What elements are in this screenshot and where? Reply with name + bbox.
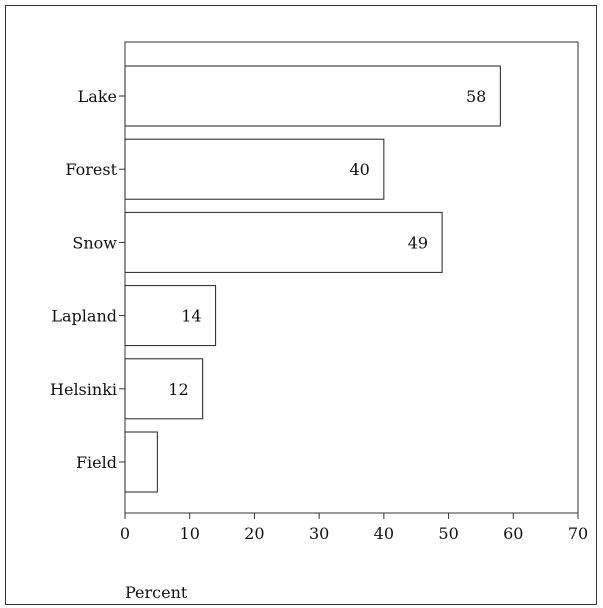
bar-helsinki [124, 358, 204, 420]
bar-field [124, 431, 158, 493]
category-label-lapland: Lapland [51, 307, 117, 326]
bar-lapland [124, 285, 217, 347]
bar-value-label-lapland: 14 [181, 307, 201, 326]
plot-area [124, 41, 579, 514]
bar-forest [124, 138, 385, 200]
category-label-field: Field [76, 453, 117, 472]
bar-snow [124, 211, 443, 273]
bar-lake [124, 65, 501, 127]
category-label-snow: Snow [72, 233, 117, 252]
x-tick-label-10: 10 [180, 524, 200, 543]
bar-value-label-helsinki: 12 [168, 380, 188, 399]
bar-value-label-forest: 40 [349, 160, 369, 179]
category-label-lake: Lake [78, 87, 117, 106]
x-tick-label-40: 40 [374, 524, 394, 543]
x-tick-label-60: 60 [503, 524, 523, 543]
x-tick-label-0: 0 [120, 524, 130, 543]
x-tick-label-70: 70 [568, 524, 588, 543]
x-tick-label-30: 30 [309, 524, 329, 543]
category-label-forest: Forest [65, 160, 117, 179]
x-tick-label-20: 20 [244, 524, 264, 543]
bar-value-label-lake: 58 [466, 87, 486, 106]
x-axis: 0 10 20 30 40 50 60 70 [120, 513, 588, 543]
category-labels-layer: Lake Forest Snow Lapland Helsinki Field [50, 87, 125, 472]
bars-layer: 58 40 49 14 12 [124, 65, 501, 493]
bar-value-label-snow: 49 [408, 233, 428, 252]
x-tick-label-50: 50 [438, 524, 458, 543]
x-axis-title: Percent [125, 583, 188, 602]
category-label-helsinki: Helsinki [50, 380, 117, 399]
